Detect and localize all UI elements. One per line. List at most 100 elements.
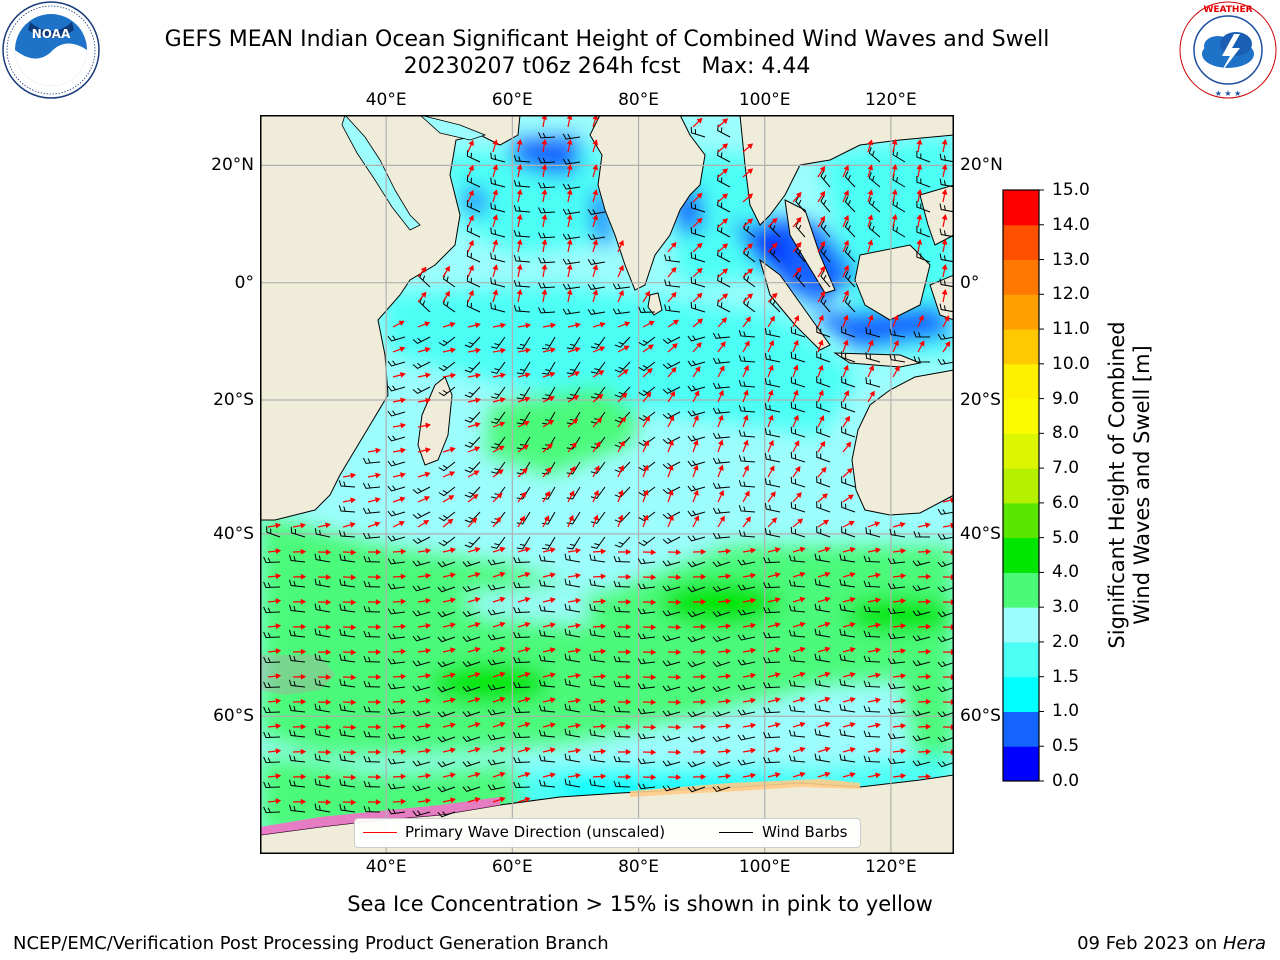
- wave-arrow-head: [275, 698, 282, 705]
- wind-barb: [387, 733, 406, 740]
- wave-arrow-head: [768, 364, 774, 371]
- wave-arrow-head: [944, 340, 951, 348]
- wave-arrow-head: [575, 622, 582, 629]
- colorbar-level-label: 12.0: [1052, 284, 1090, 305]
- wind-barb: [687, 636, 706, 643]
- wind-barb: [839, 628, 856, 638]
- wave-arrow-head: [325, 549, 332, 556]
- wind-barb: [564, 553, 581, 563]
- wave-arrow-head: [449, 471, 456, 477]
- wave-arrow-head: [774, 647, 781, 653]
- wave-arrow-head: [499, 596, 506, 603]
- wind-barb: [387, 435, 406, 442]
- wind-barb: [437, 811, 456, 818]
- wind-barb: [490, 436, 506, 449]
- wind-barb: [912, 585, 931, 592]
- colorbar-segment: [1003, 537, 1039, 573]
- wave-arrow-head: [770, 491, 776, 498]
- wave-arrow-head: [668, 415, 675, 422]
- wave-arrow-head: [769, 315, 775, 322]
- wave-arrow-head: [893, 314, 899, 321]
- wave-arrow-head: [818, 389, 824, 396]
- wave-arrow-head: [523, 420, 530, 427]
- wave-arrow-head: [795, 216, 802, 223]
- wave-arrow-head: [696, 242, 703, 249]
- wind-barb: [889, 528, 906, 538]
- wind-barb: [687, 736, 706, 743]
- wave-arrow-head: [916, 138, 923, 145]
- land-madagascar: [417, 376, 453, 466]
- wave-arrow-head: [693, 489, 699, 496]
- wave-arrow-head: [600, 573, 607, 580]
- wave-arrow-head: [824, 696, 831, 703]
- wave-arrow-head: [400, 422, 407, 429]
- wave-arrow-head: [425, 622, 432, 629]
- wind-barb: [937, 611, 954, 618]
- wind-barb: [638, 361, 656, 372]
- wave-arrow-head: [475, 347, 482, 354]
- wind-barb: [487, 634, 506, 641]
- wind-barb: [844, 171, 856, 188]
- wave-arrow-head: [618, 264, 624, 271]
- wind-barb: [790, 351, 806, 363]
- wave-arrow-head: [492, 239, 499, 246]
- wind-barb: [887, 633, 906, 640]
- wave-arrow-head: [867, 214, 874, 221]
- wave-arrow-head: [474, 671, 481, 678]
- wind-barb: [466, 250, 481, 263]
- wind-barb: [437, 761, 456, 768]
- wind-barb: [462, 585, 481, 592]
- wave-arrow-head: [617, 514, 624, 521]
- wave-arrow-head: [592, 164, 599, 171]
- wind-barb: [937, 736, 954, 743]
- chart-title: GEFS MEAN Indian Ocean Significant Heigh…: [164, 27, 1050, 52]
- wave-arrow-head: [718, 389, 724, 396]
- wind-barb: [690, 126, 706, 138]
- wind-barb: [887, 733, 906, 740]
- wind-barb: [738, 405, 756, 413]
- wave-arrow-head: [275, 598, 282, 605]
- colorbar-level-label: 4.0: [1052, 562, 1080, 583]
- wave-arrow-head: [447, 518, 454, 525]
- wave-arrow-head: [275, 798, 282, 805]
- wave-arrow-head: [793, 389, 799, 396]
- lat-tick-right: 20°S: [960, 390, 1001, 410]
- wave-arrow-head: [867, 189, 874, 196]
- wave-arrow-head: [916, 163, 923, 170]
- wind-barb: [289, 579, 306, 588]
- colorbar-title-line1: Significant Height of Combined: [1105, 321, 1129, 649]
- wind-barb: [538, 779, 556, 788]
- wind-barb: [916, 226, 931, 238]
- wave-arrow-head: [593, 514, 599, 521]
- wind-barb: [816, 501, 831, 513]
- wave-arrow-head: [650, 599, 657, 606]
- wind-barb: [589, 579, 606, 588]
- wind-barb: [589, 704, 606, 713]
- wave-arrow-head: [696, 192, 703, 199]
- wind-barb: [637, 708, 656, 715]
- wave-arrow-head: [600, 548, 607, 555]
- wave-arrow-head: [375, 549, 382, 555]
- wave-arrow-head: [875, 572, 881, 579]
- wind-barb: [764, 353, 781, 363]
- wave-arrow-head: [725, 598, 732, 605]
- wave-arrow-head: [625, 599, 632, 605]
- wave-arrow-head: [450, 372, 457, 379]
- wave-arrow-head: [849, 772, 856, 778]
- wave-arrow-head: [846, 467, 853, 474]
- wave-arrow-head: [818, 314, 824, 321]
- wind-barb: [387, 708, 406, 715]
- wind-barb: [763, 657, 781, 664]
- wind-barb: [937, 711, 954, 718]
- wave-arrow-head: [842, 339, 849, 346]
- wave-arrow-head: [925, 623, 932, 630]
- wave-arrow-head: [875, 622, 881, 629]
- wave-arrow-head: [597, 393, 604, 400]
- wind-barb: [314, 653, 331, 663]
- wind-barb: [589, 754, 606, 763]
- wave-arrow-head: [700, 548, 707, 555]
- wave-arrow-head: [667, 464, 674, 471]
- wave-arrow-head: [717, 439, 724, 446]
- wave-arrow-head: [792, 364, 799, 371]
- wave-arrow-head: [549, 697, 556, 703]
